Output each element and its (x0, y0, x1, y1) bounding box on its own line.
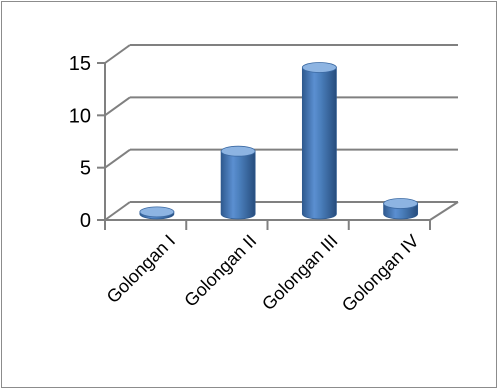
bar-layer (139, 62, 419, 220)
bar-body (220, 150, 256, 220)
side-wall-gridline (104, 44, 131, 64)
side-wall-gridline (104, 201, 131, 221)
floor-right-edge (429, 201, 459, 221)
bar-top-cap (301, 62, 337, 73)
x-category-label: Golongan III (258, 231, 341, 314)
y-tick-label: 15 (69, 53, 91, 75)
bar-top-cap (220, 145, 256, 157)
side-wall-gridline (104, 96, 131, 117)
axis-layer (97, 62, 459, 230)
bar-top-cap (139, 206, 175, 218)
y-tick-label: 10 (69, 105, 91, 127)
x-category-label: Golongan I (103, 231, 179, 307)
bar (383, 198, 419, 220)
grid-layer (104, 44, 458, 221)
x-category-label: Golongan II (180, 231, 260, 311)
y-tick-label: 0 (80, 210, 91, 232)
bar (139, 206, 175, 220)
y-tick-label: 5 (80, 158, 91, 180)
bar (301, 62, 337, 220)
bar-top-cap (383, 198, 419, 209)
bar-body (301, 67, 337, 220)
bar (220, 145, 256, 220)
x-category-label: Golongan IV (338, 231, 423, 316)
side-wall-gridline (104, 148, 131, 169)
